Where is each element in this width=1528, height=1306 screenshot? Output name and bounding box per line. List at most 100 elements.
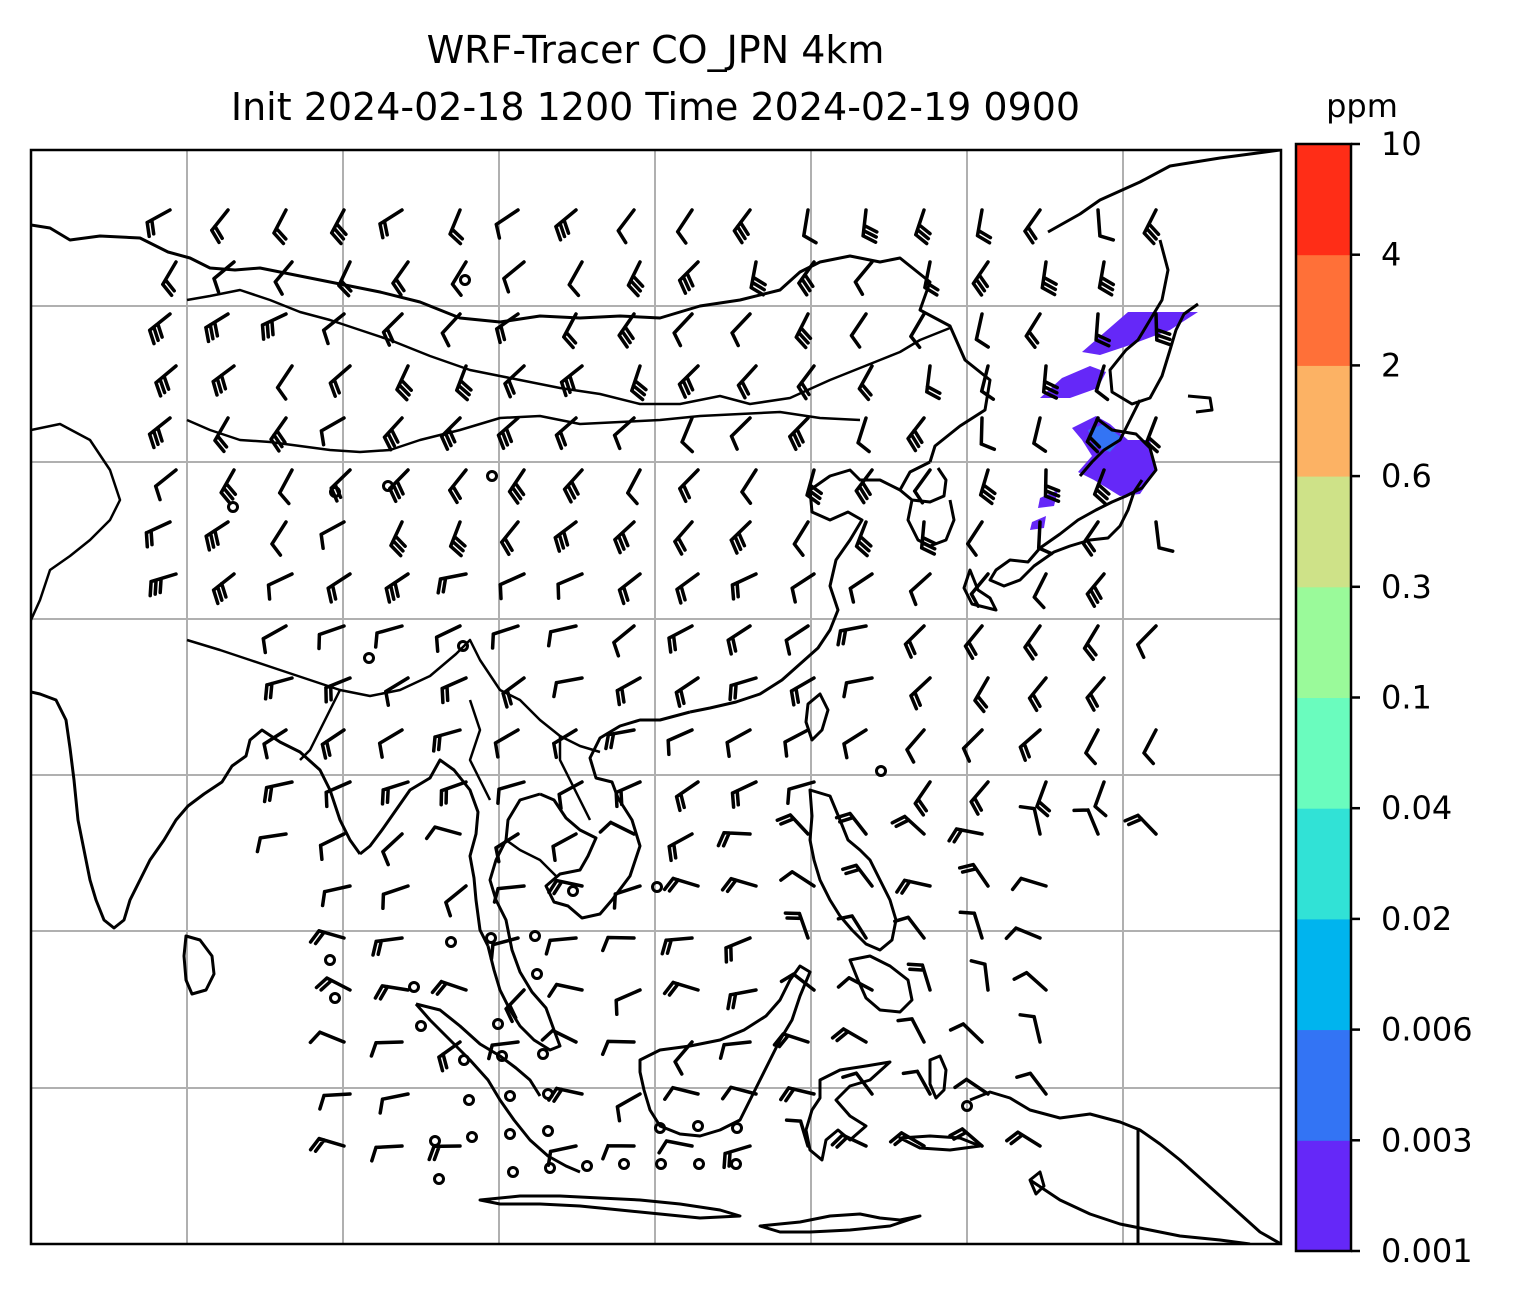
wind-barb: [1024, 312, 1042, 349]
wind-barb: [308, 1030, 346, 1045]
wind-barb: [262, 780, 294, 804]
colorbar-swatch: [1296, 697, 1351, 809]
calm-wind-circle: [875, 765, 887, 777]
calm-wind-circle: [329, 486, 341, 498]
wind-barb: [431, 728, 462, 753]
wind-barb: [612, 624, 636, 658]
wind-barb: [153, 468, 178, 502]
wind-barb: [494, 832, 520, 864]
wind-barb: [1036, 520, 1054, 556]
wind-barb: [317, 624, 346, 651]
calm-wind-circle: [445, 936, 457, 948]
wind-barb: [424, 825, 462, 841]
calm-wind-circle: [504, 1090, 516, 1102]
wind-barb: [617, 312, 636, 349]
wind-barb: [901, 1069, 932, 1096]
calm-wind-circle: [329, 992, 341, 1004]
wind-barb: [381, 832, 404, 867]
coast-sulawesi: [804, 1060, 892, 1162]
wind-barb: [805, 468, 823, 506]
wind-barb: [562, 312, 578, 350]
wind-barb: [614, 780, 642, 809]
wind-barb: [853, 260, 874, 296]
wind-barb: [896, 1017, 926, 1044]
wind-barb: [551, 832, 578, 863]
wind-barb: [906, 416, 926, 453]
wind-barb: [436, 572, 468, 595]
colorbar-swatch: [1296, 808, 1351, 920]
border-china-south: [186, 638, 601, 754]
wind-barb: [971, 260, 990, 297]
wind-barb: [384, 676, 410, 707]
wind-barb: [830, 1027, 868, 1044]
colorbar-swatch: [1296, 918, 1351, 1031]
wind-barb: [662, 876, 700, 893]
calm-wind-circle: [542, 1088, 554, 1100]
coast-new-guinea-north: [969, 1090, 1281, 1244]
wind-barb: [905, 728, 926, 764]
wind-barb: [544, 936, 578, 956]
wind-barb: [662, 980, 700, 997]
plume-tohoku: [1040, 366, 1106, 398]
coast-kyushu: [962, 568, 998, 612]
wind-barb: [673, 520, 694, 556]
wind-barb: [395, 364, 413, 402]
coast-burma-thai: [359, 758, 490, 947]
wind-barb: [1015, 1071, 1048, 1096]
wind-barb: [371, 936, 404, 957]
co-tracer-plume: [1030, 312, 1198, 530]
wind-barb: [730, 312, 752, 348]
wind-barb: [716, 831, 752, 848]
wind-barb: [725, 728, 752, 759]
wind-barb: [440, 676, 468, 705]
colorbar-swatch: [1296, 144, 1351, 256]
wind-barb: [601, 1143, 636, 1161]
wind-barb: [613, 520, 636, 555]
wind-barb: [440, 312, 462, 348]
colorbar-tick-label: 4: [1381, 236, 1401, 274]
wind-barb: [553, 520, 578, 553]
coast-taiwan: [804, 692, 830, 742]
calm-wind-circle: [567, 885, 579, 897]
wind-barb: [612, 416, 636, 451]
calm-wind-circle: [537, 1048, 549, 1060]
wind-barb: [255, 832, 288, 854]
wind-barb: [849, 312, 868, 349]
wind-barb: [724, 936, 752, 964]
wind-barb: [308, 929, 346, 946]
wind-barb: [834, 811, 868, 836]
wind-barb: [552, 676, 584, 699]
colorbar-swatch: [1296, 365, 1351, 477]
wind-barb: [492, 884, 526, 904]
calm-wind-circle: [227, 501, 239, 513]
wind-barb: [720, 1085, 758, 1101]
wind-barb: [612, 884, 642, 910]
colorbar-tick-label: 0.001: [1381, 1232, 1473, 1270]
wind-barb: [1154, 312, 1172, 347]
wind-barb: [1136, 624, 1158, 660]
wind-barb: [1010, 876, 1048, 892]
calm-wind-circle: [654, 1122, 666, 1134]
wind-barb: [450, 260, 468, 297]
wind-barb: [494, 312, 520, 345]
wind-barb: [319, 520, 346, 551]
wind-barb: [667, 832, 694, 863]
wind-barb: [552, 728, 578, 760]
wind-barb: [674, 676, 700, 708]
calm-wind-circle: [651, 881, 663, 893]
calm-wind-circle: [496, 1050, 508, 1062]
coast-new-guinea-south: [1029, 1178, 1251, 1244]
wind-barb: [1082, 624, 1100, 662]
wind-barb: [1041, 364, 1059, 400]
wind-barb: [439, 780, 468, 807]
wind-barb: [562, 468, 584, 504]
wind-barb: [598, 820, 636, 836]
coast-philippines-luzon: [808, 788, 898, 952]
wind-barb: [391, 260, 410, 297]
wind-barb: [503, 364, 526, 399]
calm-wind-markers: [227, 274, 973, 1185]
wind-barb: [969, 780, 990, 816]
wind-barb: [841, 1071, 874, 1096]
calm-wind-circle: [486, 470, 498, 482]
wind-barb: [444, 884, 468, 918]
